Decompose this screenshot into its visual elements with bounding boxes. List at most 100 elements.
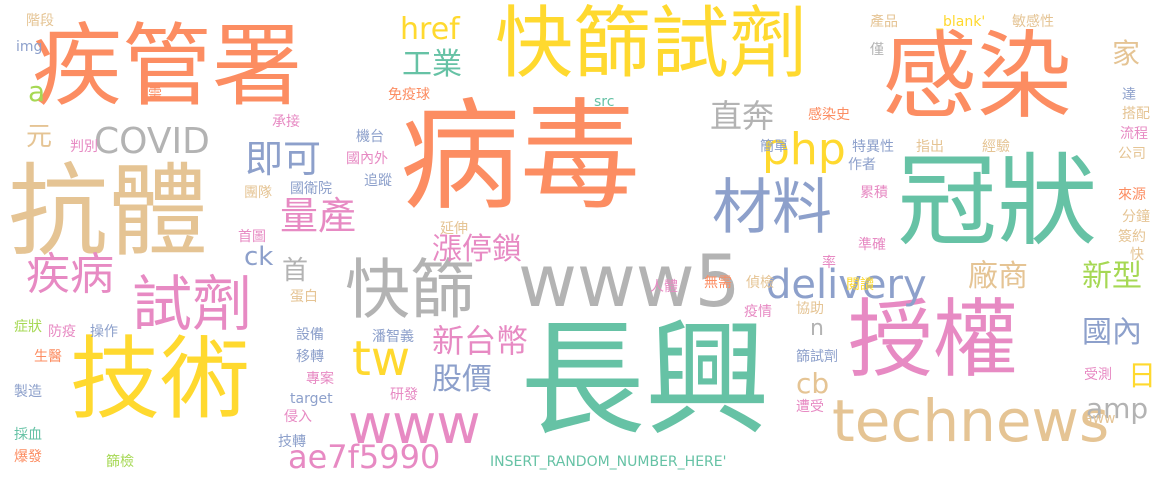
- word-panzhiyi: 潘智義: [372, 329, 414, 345]
- word-insert: INSERT_RANDOM_NUMBER_HERE': [490, 454, 727, 470]
- word-zhuanan: 專案: [306, 371, 334, 387]
- word-panbie: 判別: [70, 139, 98, 155]
- word-caixue: 採血: [14, 427, 42, 443]
- word-guoweiyuan: 國衛院: [290, 181, 332, 197]
- word-ae7f5990: ae7f5990: [288, 438, 441, 476]
- word-jin: 僅: [870, 42, 884, 58]
- word-shengyi: 生醫: [34, 349, 62, 365]
- word-yizhuan: 移轉: [296, 349, 324, 365]
- word-yanfa: 研發: [390, 387, 418, 403]
- word-changxing: 長興: [520, 308, 770, 453]
- word-gongye: 工業: [402, 47, 462, 82]
- word-ganranshi: 感染史: [808, 107, 850, 123]
- word-tuandui: 團隊: [244, 185, 272, 201]
- word-jingyan: 經驗: [982, 139, 1010, 155]
- word-teyixing: 特異性: [852, 139, 894, 155]
- word-ck: ck: [244, 242, 274, 272]
- word-chengjie: 承接: [272, 114, 300, 130]
- word-yuedu: 閱讀: [846, 277, 874, 293]
- word-yiqing: 疫情: [744, 304, 772, 320]
- word-danbai: 蛋白: [290, 289, 318, 305]
- word-guonei: 國內: [1082, 315, 1142, 350]
- word-zhunque: 準確: [858, 237, 886, 253]
- word-fenzhong: 分鐘: [1122, 209, 1150, 225]
- word-dapei: 搭配: [1122, 106, 1150, 122]
- word-jitai: 機台: [356, 129, 384, 145]
- word-liangchan: 量產: [280, 194, 357, 238]
- word-yanshen: 延伸: [440, 221, 468, 237]
- word-mianyiqiu: 免疫球: [388, 87, 430, 103]
- word-leiji: 累積: [860, 185, 888, 201]
- word-zuozhe: 作者: [848, 157, 876, 173]
- word-qianyue: 簽約: [1118, 229, 1146, 245]
- word-kuaishai: 快篩: [345, 253, 476, 328]
- word-da: 達: [1122, 87, 1136, 103]
- word-zhangtingsuo: 漲停鎖: [432, 232, 522, 267]
- word-n: n: [810, 316, 824, 341]
- word-caozuo: 操作: [90, 324, 118, 340]
- word-cailiao: 材料: [712, 173, 832, 243]
- word-shoutu: 首圖: [238, 229, 266, 245]
- word-xiezhu: 協助: [796, 301, 824, 317]
- word-ri: 日: [1128, 359, 1157, 392]
- word-amp: amp: [1086, 392, 1149, 425]
- word-shou: 首: [282, 256, 309, 286]
- word-covid: COVID: [94, 121, 210, 162]
- word-kuai: 快: [1130, 247, 1144, 263]
- word-guoneiwai: 國內外: [346, 151, 388, 167]
- word-img: img: [16, 39, 43, 55]
- word-yuan: 元: [26, 122, 53, 152]
- word-zhuizong: 追蹤: [364, 173, 392, 189]
- word-shaijian: 篩檢: [106, 454, 134, 470]
- word-lv: 率: [822, 255, 836, 271]
- word-jieduan: 階段: [26, 13, 54, 29]
- word-wuxu: 無需: [704, 275, 732, 291]
- word-shiji: 試劑: [132, 270, 252, 340]
- word-shebei: 設備: [296, 327, 324, 343]
- word-guojia: 股價: [432, 362, 492, 397]
- word-blank: _blank': [936, 14, 986, 30]
- word-xinxing: 新型: [1082, 259, 1142, 294]
- word-xintaibi: 新台幣: [432, 322, 529, 360]
- word-jibing: 疾病: [26, 249, 114, 300]
- word-jiguanshu: 疾管署: [32, 14, 302, 119]
- word-jishu: 技術: [70, 327, 250, 432]
- word-ganran: 感染: [882, 22, 1073, 132]
- word-cb: cb: [796, 367, 830, 400]
- word-a: a: [28, 75, 46, 108]
- word-aww: aww: [1084, 411, 1116, 427]
- word-minganxing: 敏感性: [1012, 14, 1054, 30]
- word-target: target: [290, 391, 333, 407]
- word-zhichu: 指出: [916, 139, 944, 155]
- word-qinru: 侵入: [284, 409, 312, 425]
- word-fangyi: 防疫: [48, 324, 76, 340]
- word-guanzhuang: 冠狀: [897, 143, 1097, 260]
- word-liucheng: 流程: [1120, 126, 1148, 142]
- word-href: href: [400, 12, 460, 47]
- word-zaoshou: 遭受: [796, 399, 824, 415]
- word-chanpin: 產品: [870, 14, 898, 30]
- word-bingdu: 病毒: [400, 88, 640, 227]
- word-shaishiji: 篩試劑: [796, 349, 838, 365]
- word-technews: technews: [832, 387, 1110, 455]
- word-baofa: 爆發: [14, 449, 42, 465]
- word-zhizao: 製造: [14, 384, 42, 400]
- word-renti: 人體: [650, 279, 678, 295]
- word-gongsi: 公司: [1118, 146, 1146, 162]
- word-www: www: [348, 393, 481, 456]
- word-kuaishaishiji: 快篩試劑: [495, 0, 808, 89]
- word-zhiben: 直奔: [710, 97, 775, 135]
- word-kangti: 抗體: [8, 153, 208, 270]
- word-zhenjian: 偵檢: [746, 275, 774, 291]
- word-tw: tw: [352, 331, 411, 387]
- word-www5: www5: [518, 239, 741, 323]
- word-xu: 需: [148, 87, 162, 103]
- word-jike: 即可: [245, 137, 322, 181]
- word-jia: 家: [1112, 37, 1141, 70]
- word-jiandan: 簡單: [760, 139, 788, 155]
- word-zhengzhuang: 症狀: [14, 319, 42, 335]
- word-shouquan: 授權: [848, 291, 1019, 390]
- word-php: php: [762, 124, 846, 175]
- word-changshang: 廠商: [968, 259, 1028, 294]
